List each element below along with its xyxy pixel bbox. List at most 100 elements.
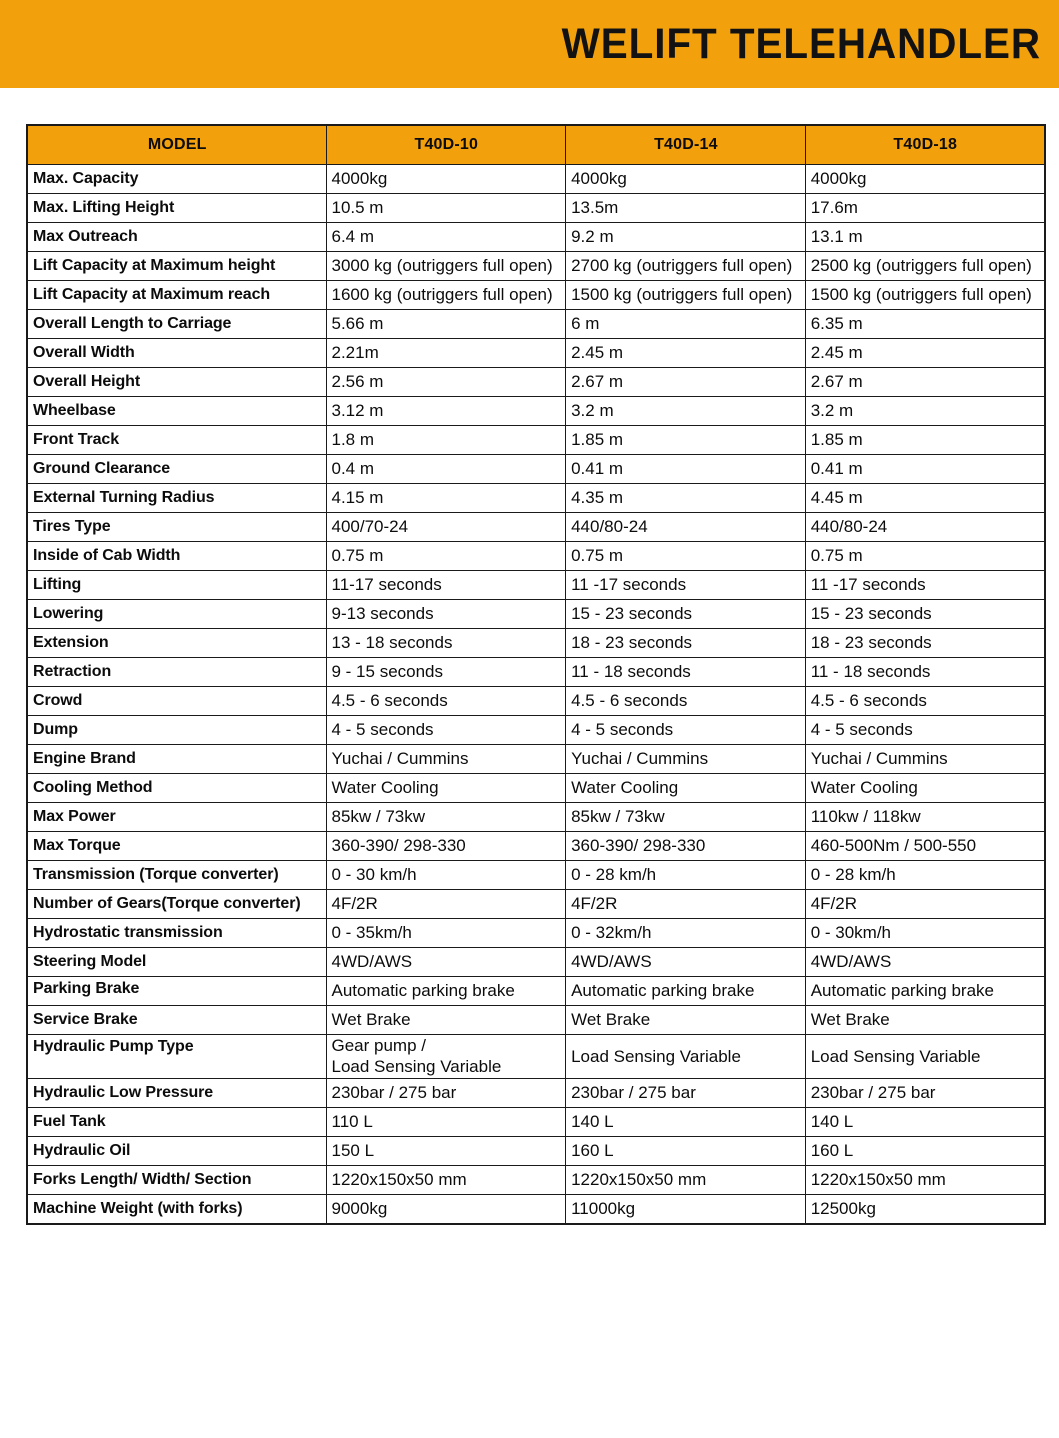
row-value: Load Sensing Variable [804, 1033, 1046, 1079]
row-value: 15 - 23 seconds [804, 598, 1046, 629]
table-row: Steering Model 4WD/AWS 4WD/AWS 4WD/AWS [26, 946, 1046, 977]
table-row: Lift Capacity at Maximum reach 1600 kg (o… [26, 279, 1046, 310]
row-label: Transmission (Torque converter) [26, 859, 327, 890]
row-value: 4.5 - 6 seconds [325, 685, 567, 716]
row-label: Overall Length to Carriage [26, 308, 327, 339]
page-banner: WELIFT TELEHANDLER [0, 0, 1059, 88]
table-header-row: MODEL T40D-10 T40D-14 T40D-18 [26, 124, 1046, 165]
row-value: 0 - 30 km/h [325, 859, 567, 890]
row-value: 0.75 m [325, 540, 567, 571]
row-value: 1220x150x50 mm [565, 1165, 806, 1195]
row-value: 460-500Nm / 500-550 [804, 830, 1046, 861]
row-value: 1220x150x50 mm [804, 1165, 1046, 1195]
table-row: Hydraulic Low Pressure 230bar / 275 bar 23… [26, 1078, 1046, 1108]
row-value: 0 - 28 km/h [565, 859, 806, 890]
row-value: Water Cooling [804, 772, 1046, 803]
table-row: Lowering 9-13 seconds 15 - 23 seconds 15 - … [26, 598, 1046, 629]
row-value: 13.1 m [804, 221, 1046, 252]
row-label: Dump [26, 714, 327, 745]
row-label: Hydrostatic transmission [26, 917, 327, 948]
row-value: Load Sensing Variable [565, 1033, 806, 1079]
table-row: Max Power 85kw / 73kw 85kw / 73kw 110kw / 1… [26, 801, 1046, 832]
column-header-t40d-14: T40D-14 [565, 124, 806, 165]
table-row: Hydraulic Oil 150 L 160 L 160 L [26, 1136, 1046, 1166]
row-value: 0 - 30km/h [804, 917, 1046, 948]
row-value: 2.21m [325, 337, 567, 368]
row-label: Max. Capacity [26, 163, 327, 194]
table-row: Overall Height 2.56 m 2.67 m 2.67 m [26, 366, 1046, 397]
row-value: Water Cooling [565, 772, 806, 803]
row-value: 11 -17 seconds [804, 569, 1046, 600]
row-value: 3.2 m [565, 395, 806, 426]
row-value: 1500 kg (outriggers full open) [804, 279, 1046, 310]
table-row: Wheelbase 3.12 m 3.2 m 3.2 m [26, 395, 1046, 426]
row-value: Automatic parking brake [804, 975, 1046, 1006]
row-value: 13.5m [565, 192, 806, 223]
row-value: Automatic parking brake [565, 975, 806, 1006]
row-value: 18 - 23 seconds [565, 627, 806, 658]
table-row: Lifting 11-17 seconds 11 -17 seconds 11 -17… [26, 569, 1046, 600]
row-value: 0.75 m [565, 540, 806, 571]
table-row: Hydraulic Pump Type Gear pump / Load Sensi… [26, 1033, 1046, 1079]
row-value: 1220x150x50 mm [325, 1165, 567, 1195]
table-row: Fuel Tank 110 L 140 L 140 L [26, 1107, 1046, 1137]
row-value: 2.67 m [804, 366, 1046, 397]
row-label: Inside of Cab Width [26, 540, 327, 571]
row-value: 400/70-24 [325, 511, 567, 542]
row-value: 9-13 seconds [325, 598, 567, 629]
row-label: Retraction [26, 656, 327, 687]
row-value: Automatic parking brake [325, 975, 567, 1006]
row-value: 4F/2R [325, 888, 567, 919]
row-label: Service Brake [26, 1004, 327, 1035]
row-value: 1500 kg (outriggers full open) [565, 279, 806, 310]
table-row: Ground Clearance 0.4 m 0.41 m 0.41 m [26, 453, 1046, 484]
row-value: 360-390/ 298-330 [325, 830, 567, 861]
row-value: 4000kg [325, 163, 567, 194]
specification-table: MODEL T40D-10 T40D-14 T40D-18 Max. Capac… [26, 124, 1046, 1225]
row-value: 4.5 - 6 seconds [565, 685, 806, 716]
row-value: 2.56 m [325, 366, 567, 397]
table-row: Hydrostatic transmission 0 - 35km/h 0 - 32… [26, 917, 1046, 948]
table-row: Front Track 1.8 m 1.85 m 1.85 m [26, 424, 1046, 455]
row-value: 9000kg [325, 1194, 567, 1224]
row-value: 2.45 m [565, 337, 806, 368]
row-value: 2.67 m [565, 366, 806, 397]
table-row: Transmission (Torque converter) 0 - 30 km… [26, 859, 1046, 890]
table-row: Inside of Cab Width 0.75 m 0.75 m 0.75 m [26, 540, 1046, 571]
table-row: External Turning Radius 4.15 m 4.35 m 4.45 … [26, 482, 1046, 513]
row-value: 2.45 m [804, 337, 1046, 368]
row-value: 85kw / 73kw [565, 801, 806, 832]
row-value: Wet Brake [565, 1004, 806, 1035]
row-value: 11-17 seconds [325, 569, 567, 600]
row-label: Hydraulic Pump Type [26, 1033, 327, 1079]
row-label: Max Power [26, 801, 327, 832]
table-row: Max. Lifting Height 10.5 m 13.5m 17.6m [26, 192, 1046, 223]
row-value: 0 - 35km/h [325, 917, 567, 948]
table-row: Extension 13 - 18 seconds 18 - 23 seconds 1… [26, 627, 1046, 658]
row-label: Steering Model [26, 946, 327, 977]
table-row: Dump 4 - 5 seconds 4 - 5 seconds 4 - 5 seco… [26, 714, 1046, 745]
table-row: Max Outreach 6.4 m 9.2 m 13.1 m [26, 221, 1046, 252]
table-row: Max Torque 360-390/ 298-330 360-390/ 298-3… [26, 830, 1046, 861]
row-value: 11000kg [565, 1194, 806, 1224]
table-row: Crowd 4.5 - 6 seconds 4.5 - 6 seconds 4.5 -… [26, 685, 1046, 716]
table-row: Machine Weight (with forks) 9000kg 11000kg… [26, 1194, 1046, 1224]
table-row: Lift Capacity at Maximum height 3000 kg (… [26, 250, 1046, 281]
row-value: 160 L [804, 1136, 1046, 1166]
table-row: Engine Brand Yuchai / Cummins Yuchai / Cum… [26, 743, 1046, 774]
row-label: Front Track [26, 424, 327, 455]
row-value: 3.12 m [325, 395, 567, 426]
table-row: Overall Width 2.21m 2.45 m 2.45 m [26, 337, 1046, 368]
row-value: 4.45 m [804, 482, 1046, 513]
row-value: 6 m [565, 308, 806, 339]
row-value: 10.5 m [325, 192, 567, 223]
row-value: 110 L [325, 1107, 567, 1137]
row-value: 0.4 m [325, 453, 567, 484]
table-row: Cooling Method Water Cooling Water Cooling… [26, 772, 1046, 803]
row-value: 160 L [565, 1136, 806, 1166]
column-header-t40d-18: T40D-18 [804, 124, 1046, 165]
row-value: 1600 kg (outriggers full open) [325, 279, 567, 310]
row-label: Max. Lifting Height [26, 192, 327, 223]
table-row: Service Brake Wet Brake Wet Brake Wet Brake [26, 1004, 1046, 1035]
